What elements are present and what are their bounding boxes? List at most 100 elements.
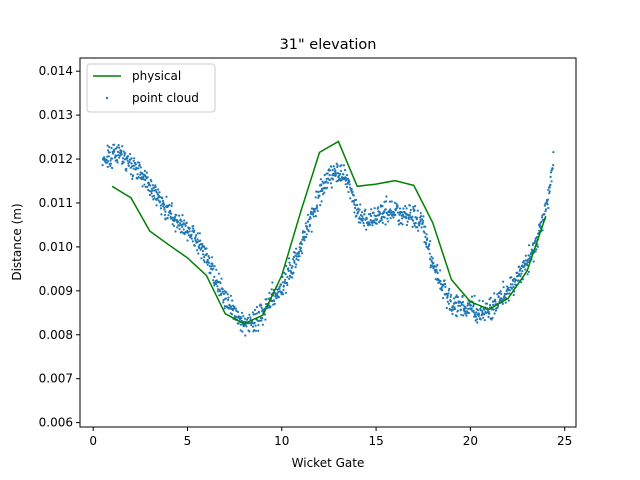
point-cloud-point <box>200 257 203 260</box>
point-cloud-point <box>439 283 443 286</box>
point-cloud-point <box>276 292 279 295</box>
point-cloud-point <box>532 260 535 263</box>
point-cloud-point <box>449 300 452 303</box>
point-cloud-point <box>412 219 415 222</box>
point-cloud-point <box>207 255 210 258</box>
point-cloud-point <box>139 173 142 176</box>
point-cloud-point <box>285 281 288 285</box>
point-cloud-point <box>305 235 308 239</box>
point-cloud-point <box>196 232 199 235</box>
point-cloud-point <box>334 169 337 172</box>
point-cloud-point <box>362 221 365 225</box>
point-cloud-point <box>253 308 257 312</box>
point-cloud-point <box>113 150 116 153</box>
point-cloud-point <box>353 211 356 214</box>
point-cloud-point <box>514 279 518 282</box>
point-cloud-point <box>313 210 316 213</box>
x-tick-label: 5 <box>184 434 192 448</box>
point-cloud-point <box>517 279 520 282</box>
point-cloud-point <box>323 191 326 194</box>
point-cloud-point <box>105 158 108 162</box>
point-cloud-point <box>367 224 370 227</box>
point-cloud-point <box>358 208 361 211</box>
point-cloud-point <box>424 235 427 238</box>
point-cloud-point <box>461 294 464 297</box>
point-cloud-point <box>526 273 529 276</box>
point-cloud-point <box>522 259 526 263</box>
point-cloud-point <box>227 298 230 301</box>
point-cloud-point <box>203 261 206 264</box>
point-cloud-point <box>109 164 112 168</box>
x-tick-label: 20 <box>463 434 478 448</box>
point-cloud-point <box>135 167 138 170</box>
legend-point-swatch <box>105 96 109 100</box>
point-cloud-point <box>361 219 364 222</box>
point-cloud-point <box>387 214 391 217</box>
point-cloud-point <box>109 159 112 162</box>
point-cloud-point <box>389 209 392 212</box>
point-cloud-point <box>192 227 195 230</box>
point-cloud-point <box>472 305 475 308</box>
point-cloud-point <box>396 211 400 214</box>
point-cloud-point <box>300 243 303 246</box>
point-cloud-point <box>512 293 515 297</box>
point-cloud-point <box>195 234 198 237</box>
point-cloud-point <box>520 272 523 275</box>
point-cloud-point <box>372 211 375 214</box>
point-cloud-point <box>359 221 362 224</box>
point-cloud-point <box>260 306 263 310</box>
point-cloud-point <box>502 298 505 301</box>
point-cloud-point <box>245 325 248 328</box>
point-cloud-point <box>286 275 289 279</box>
point-cloud-point <box>443 279 446 282</box>
point-cloud-point <box>299 241 303 244</box>
point-cloud-point <box>224 297 227 300</box>
point-cloud-point <box>340 164 343 167</box>
point-cloud-point <box>291 276 294 279</box>
point-cloud-point <box>476 321 479 324</box>
point-cloud-point <box>459 304 462 307</box>
point-cloud-point <box>369 223 372 226</box>
point-cloud-point <box>435 265 438 268</box>
point-cloud-point <box>352 194 355 197</box>
point-cloud-point <box>221 288 224 291</box>
point-cloud-point <box>400 222 403 225</box>
point-cloud-point <box>308 223 312 226</box>
point-cloud-point <box>379 212 382 215</box>
point-cloud-point <box>118 146 121 149</box>
point-cloud-point <box>222 301 225 304</box>
point-cloud-point <box>411 225 414 229</box>
point-cloud-point <box>256 319 259 322</box>
point-cloud-point <box>335 172 338 175</box>
point-cloud-point <box>460 303 463 306</box>
point-cloud-point <box>116 161 119 164</box>
point-cloud-point <box>203 245 206 249</box>
point-cloud-point <box>230 313 234 316</box>
point-cloud-point <box>551 167 554 170</box>
point-cloud-point <box>128 160 131 164</box>
point-cloud-point <box>144 185 147 189</box>
point-cloud-point <box>479 318 482 321</box>
point-cloud-point <box>246 316 250 320</box>
point-cloud-point <box>428 258 432 261</box>
point-cloud-point <box>442 297 445 300</box>
point-cloud-point <box>371 224 374 227</box>
point-cloud-point <box>405 223 408 227</box>
point-cloud-point <box>216 290 219 293</box>
point-cloud-point <box>433 264 436 267</box>
point-cloud-point <box>413 209 416 212</box>
point-cloud-point <box>298 255 301 258</box>
point-cloud-point <box>145 171 148 174</box>
point-cloud-point <box>326 181 329 184</box>
point-cloud-point <box>150 192 153 195</box>
axes-frame <box>79 57 577 428</box>
point-cloud-point <box>481 309 484 313</box>
point-cloud-point <box>406 220 409 223</box>
point-cloud-point <box>479 308 482 312</box>
point-cloud-point <box>129 173 132 176</box>
point-cloud-point <box>205 252 208 255</box>
point-cloud-point <box>472 309 475 312</box>
point-cloud-point <box>389 217 392 220</box>
point-cloud-point <box>287 267 290 270</box>
y-tick-label: 0.006 <box>39 416 73 430</box>
